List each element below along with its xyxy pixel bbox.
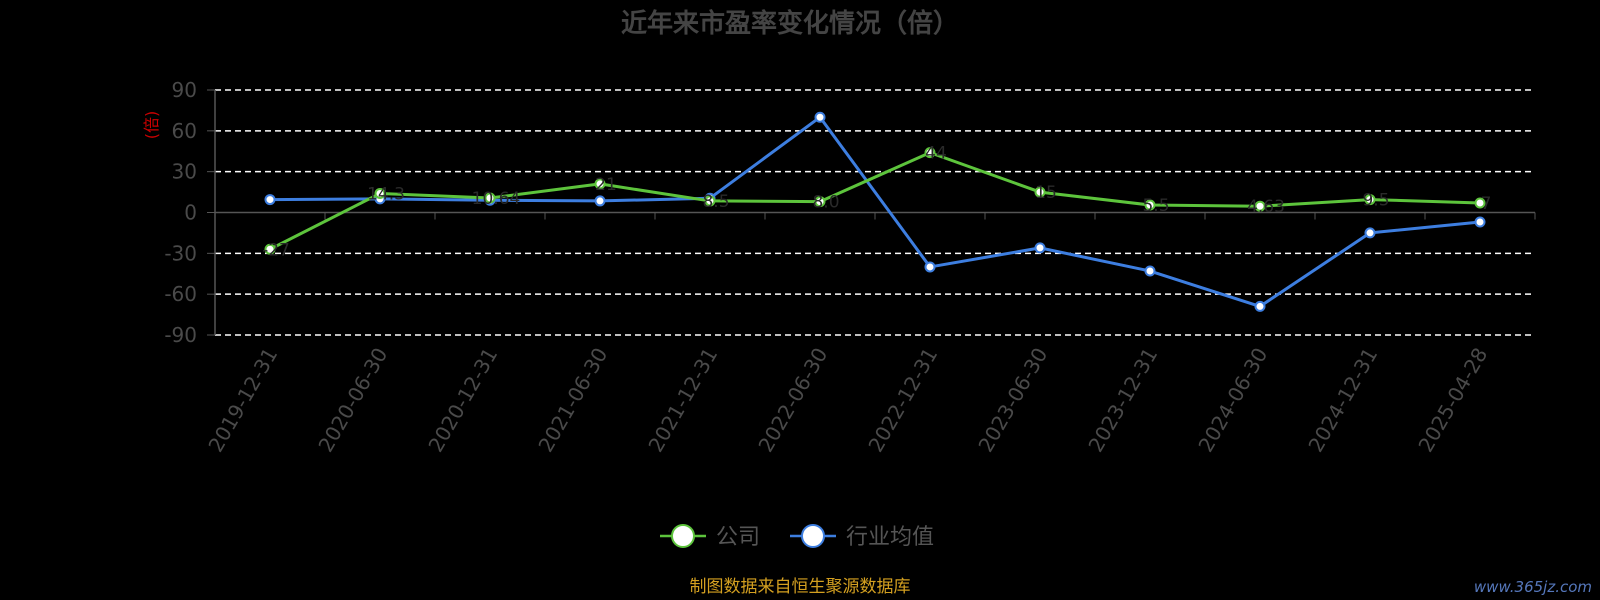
y-tick-label: -30	[164, 241, 197, 265]
data-point[interactable]	[594, 178, 606, 190]
grid-lines	[215, 89, 1535, 336]
data-label: 7	[1481, 194, 1492, 214]
data-point[interactable]	[814, 196, 826, 208]
legend-swatch-marker	[801, 524, 825, 548]
data-label: 8.5	[702, 192, 729, 212]
y-tick-label: -90	[164, 323, 197, 347]
legend-item-0[interactable]: 公司	[660, 524, 760, 550]
legend[interactable]: 公司 行业均值	[660, 524, 934, 550]
series-line	[269, 151, 1481, 251]
series-0: -27 14.3 10.64 21 8.5 8.0 44 15 5.5 4.63 9.5 7	[262, 144, 1491, 261]
data-point[interactable]	[264, 243, 276, 255]
data-label: 8.0	[812, 193, 839, 213]
data-point[interactable]	[704, 195, 716, 207]
data-point[interactable]	[374, 187, 386, 199]
data-point[interactable]	[1034, 242, 1046, 254]
legend-label: 行业均值	[846, 525, 934, 550]
y-tick-label: 90	[172, 78, 197, 102]
x-tick-label: 2020-12-31	[423, 344, 502, 457]
x-tick-label: 2022-06-30	[753, 344, 832, 457]
series-line	[269, 115, 1481, 308]
legend-label: 公司	[716, 525, 760, 550]
series-layer: -27 14.3 10.64 21 8.5 8.0 44 15 5.5 4.63 9.5 7	[262, 111, 1491, 312]
data-label: -27	[262, 240, 290, 260]
data-point[interactable]	[1144, 265, 1156, 277]
x-tick-label: 2020-06-30	[313, 344, 392, 457]
data-point[interactable]	[1144, 199, 1156, 211]
series-1	[264, 111, 1486, 312]
y-tick-label: 30	[172, 160, 197, 184]
data-label: 21	[595, 175, 617, 195]
data-point[interactable]	[1254, 300, 1266, 312]
data-point[interactable]	[814, 111, 826, 123]
data-point[interactable]	[1034, 186, 1046, 198]
data-source-note: 制图数据来自恒生聚源数据库	[690, 577, 911, 597]
data-label: 14.3	[367, 184, 405, 204]
x-tick-label: 2022-12-31	[863, 344, 942, 457]
data-label: 15	[1035, 183, 1057, 203]
x-tick-label: 2023-06-30	[973, 344, 1052, 457]
x-tick-label: 2019-12-31	[203, 344, 282, 457]
x-tick-label: 2021-12-31	[643, 344, 722, 457]
legend-item-1[interactable]: 行业均值	[790, 524, 934, 550]
data-point[interactable]	[1254, 200, 1266, 212]
y-tick-label: -60	[164, 282, 197, 306]
x-tick-label: 2024-06-30	[1193, 344, 1272, 457]
y-tick-label: 0	[184, 201, 197, 225]
data-point[interactable]	[594, 195, 606, 207]
data-point[interactable]	[484, 192, 496, 204]
data-label: 44	[925, 144, 947, 164]
y-tick-label: 60	[172, 119, 197, 143]
x-tick-label: 2023-12-31	[1083, 344, 1162, 457]
data-point[interactable]	[1474, 197, 1486, 209]
data-label: 4.63	[1247, 197, 1285, 217]
x-tick-label: 2024-12-31	[1303, 344, 1382, 457]
data-point[interactable]	[1364, 194, 1376, 206]
x-tick-label: 2021-06-30	[533, 344, 612, 457]
data-label: 9.5	[1362, 191, 1389, 211]
data-label: 5.5	[1142, 196, 1169, 216]
data-point[interactable]	[924, 147, 936, 159]
data-point[interactable]	[264, 194, 276, 206]
data-point[interactable]	[924, 261, 936, 273]
legend-swatch-marker	[671, 524, 695, 548]
data-point[interactable]	[1474, 216, 1486, 228]
watermark: www.365jz.com	[1474, 578, 1592, 596]
data-point[interactable]	[1364, 227, 1376, 239]
chart-title: 近年来市盈率变化情况（倍）	[621, 8, 959, 39]
x-tick-label: 2025-04-28	[1413, 344, 1492, 457]
data-label: 10.64	[472, 189, 521, 209]
y-axis-label: (倍)	[142, 111, 161, 140]
